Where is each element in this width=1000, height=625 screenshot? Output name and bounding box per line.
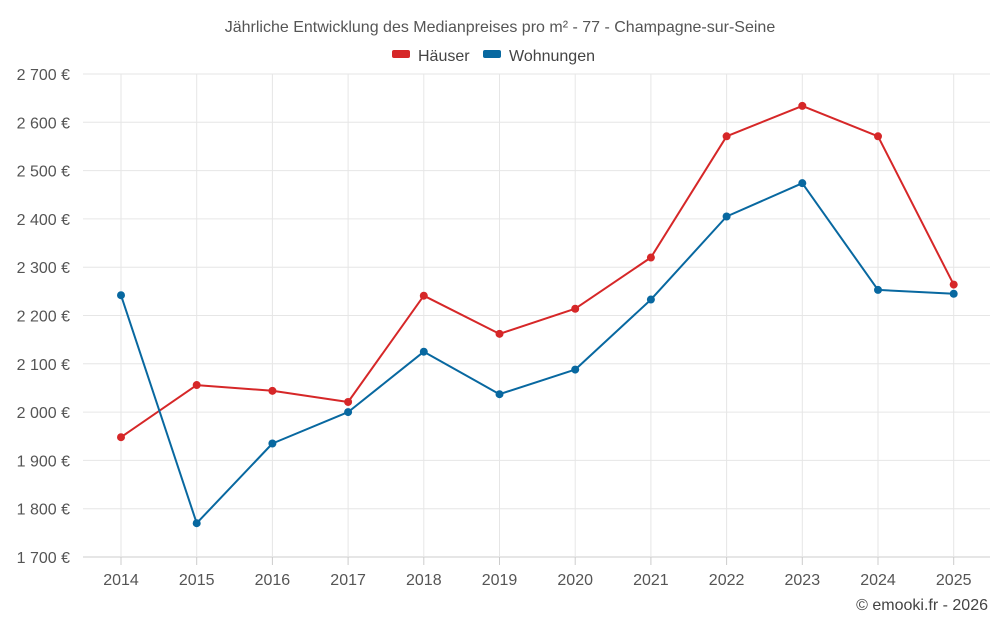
y-tick-label: 1 900 € <box>17 453 70 470</box>
x-tick-label: 2014 <box>103 572 139 589</box>
y-tick-label: 2 500 € <box>17 164 70 181</box>
data-point <box>419 291 428 300</box>
x-tick-label: 2015 <box>179 572 215 589</box>
legend-label: Häuser <box>418 48 470 65</box>
data-point <box>117 291 125 300</box>
x-tick-label: 2019 <box>482 572 518 589</box>
data-point <box>192 381 201 390</box>
series-line-haeuser <box>120 104 955 439</box>
data-point <box>495 329 504 338</box>
data-point <box>722 212 731 221</box>
x-tick-label: 2025 <box>936 572 972 589</box>
x-tick-label: 2016 <box>255 572 291 589</box>
data-point <box>268 439 277 448</box>
x-tick-label: 2022 <box>709 572 745 589</box>
y-axis: 1 700 € 1 800 € 1 900 € 2 000 € 2 100 € 2 200… <box>17 67 70 567</box>
data-point <box>874 285 882 294</box>
data-point <box>949 289 958 298</box>
y-tick-label: 2 200 € <box>17 309 70 326</box>
x-tick-label: 2021 <box>633 572 669 589</box>
x-tick-label: 2017 <box>330 572 366 589</box>
legend: Häuser Wohnungen <box>392 48 595 65</box>
grid <box>83 73 990 558</box>
x-tick-label: 2018 <box>406 572 442 589</box>
x-axis: 2014 2015 2016 2017 2018 2019 2020 2021 2022 2023… <box>103 557 972 589</box>
x-tick-label: 2023 <box>785 572 821 589</box>
data-point <box>571 304 580 313</box>
series-line-wohnungen <box>120 182 954 525</box>
y-tick-label: 1 800 € <box>17 502 70 519</box>
data-point <box>344 408 353 417</box>
y-tick-label: 2 700 € <box>17 67 70 84</box>
data-point <box>798 179 807 188</box>
data-point <box>192 519 201 528</box>
chart-title: Jährliche Entwicklung des Medianpreises … <box>225 19 776 36</box>
y-tick-label: 2 400 € <box>17 212 70 229</box>
data-point <box>646 295 655 304</box>
y-tick-label: 1 700 € <box>17 550 70 567</box>
data-point <box>722 132 731 141</box>
data-point <box>646 253 655 262</box>
y-tick-label: 2 000 € <box>17 405 70 422</box>
series-layer <box>117 101 958 528</box>
y-tick-label: 2 300 € <box>17 260 70 277</box>
data-point <box>268 386 277 395</box>
x-tick-label: 2020 <box>557 572 593 589</box>
data-point <box>344 397 353 406</box>
data-point <box>419 347 428 356</box>
legend-swatch <box>483 50 501 58</box>
data-point <box>949 280 958 289</box>
data-point <box>798 101 807 110</box>
legend-label: Wohnungen <box>509 48 595 65</box>
legend-swatch <box>392 50 410 58</box>
data-point <box>571 365 580 374</box>
y-tick-label: 2 600 € <box>17 115 70 132</box>
data-point <box>117 433 125 442</box>
data-point <box>874 132 882 141</box>
data-point <box>495 390 504 399</box>
credit-text: © emooki.fr - 2026 <box>856 597 988 614</box>
x-tick-label: 2024 <box>860 572 896 589</box>
y-tick-label: 2 100 € <box>17 357 70 374</box>
